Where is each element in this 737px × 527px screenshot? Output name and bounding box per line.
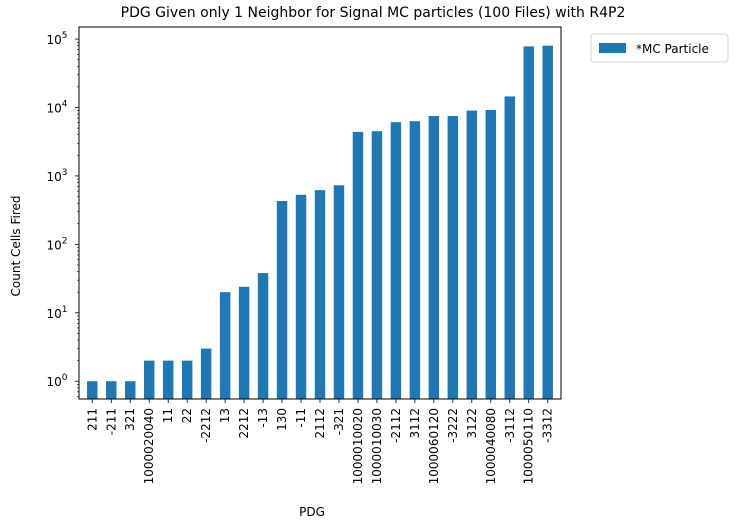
x-tick-label: 1000040080 (484, 408, 498, 484)
x-tick-label: 11 (161, 408, 175, 423)
x-tick-label: -13 (256, 408, 270, 428)
bar (333, 185, 345, 399)
y-tick-exponent: 2 (62, 236, 68, 246)
y-tick-label: 104 (46, 99, 67, 115)
bar (181, 360, 193, 399)
x-tick-label: 1000050110 (522, 408, 536, 484)
x-tick-label: 22 (180, 408, 194, 423)
x-tick-label: -2212 (199, 408, 213, 443)
x-tick-label: 3122 (465, 408, 479, 439)
y-tick-label: 101 (46, 305, 67, 321)
x-tick-label: -3112 (503, 408, 517, 443)
legend: *MC Particle (590, 33, 729, 63)
bar (295, 194, 307, 399)
bar (485, 109, 497, 399)
bar (125, 381, 136, 399)
x-tick-label: -321 (332, 408, 346, 435)
bar (200, 348, 212, 399)
plot-area (78, 26, 562, 400)
x-tick-label: 13 (218, 408, 232, 423)
x-tick-label: -3222 (446, 408, 460, 443)
x-tick-label: 2112 (313, 408, 327, 439)
chart-title: PDG Given only 1 Neighbor for Signal MC … (121, 5, 626, 21)
y-tick-label: 102 (46, 236, 67, 252)
bar (106, 381, 117, 399)
bar (276, 201, 288, 399)
x-tick-label: 211 (85, 408, 99, 431)
x-tick-label: 321 (123, 408, 137, 431)
x-tick-label: 3112 (408, 408, 422, 439)
x-tick-label: 1000010030 (370, 408, 384, 484)
x-tick-label: -2112 (389, 408, 403, 443)
x-tick-label: -211 (104, 408, 118, 435)
y-tick-label: 100 (46, 373, 67, 389)
x-tick-label: 130 (275, 408, 289, 431)
bar (162, 360, 174, 399)
x-tick-label: -3312 (541, 408, 555, 443)
y-tick-label: 105 (46, 31, 67, 47)
bar (428, 116, 440, 399)
legend-label: *MC Particle (636, 42, 709, 56)
bar (542, 45, 553, 400)
bar (504, 96, 515, 399)
bar (371, 131, 383, 400)
x-tick-label: 2212 (237, 408, 251, 439)
bar (466, 110, 478, 400)
y-tick-exponent: 1 (62, 305, 68, 315)
y-tick-exponent: 4 (62, 99, 68, 109)
y-tick-label: 103 (46, 168, 67, 184)
bar (447, 116, 459, 399)
bar (87, 381, 98, 399)
x-tick-label: -11 (294, 408, 308, 428)
x-tick-label: 1000010020 (351, 408, 365, 484)
bar (143, 360, 155, 399)
y-tick-exponent: 3 (62, 168, 68, 178)
bar (314, 190, 326, 399)
bar (238, 286, 250, 399)
bar (352, 131, 364, 399)
legend-swatch (599, 43, 626, 53)
bar (523, 46, 534, 400)
x-tick-label: 1000020040 (142, 408, 156, 484)
x-axis-label: PDG (299, 505, 325, 519)
y-tick-exponent: 5 (62, 31, 68, 41)
bar (409, 121, 421, 400)
x-axis: 211 -211 321 1000020040 11 22 -2212 13 2212 -13 13… (85, 399, 555, 484)
legend-frame (590, 33, 729, 63)
bar (219, 292, 231, 399)
bar (257, 273, 269, 399)
y-axis-label: Count Cells Fired (9, 196, 23, 297)
x-tick-label: 1000060120 (427, 408, 441, 484)
y-tick-exponent: 0 (62, 373, 68, 383)
bar (390, 122, 402, 399)
